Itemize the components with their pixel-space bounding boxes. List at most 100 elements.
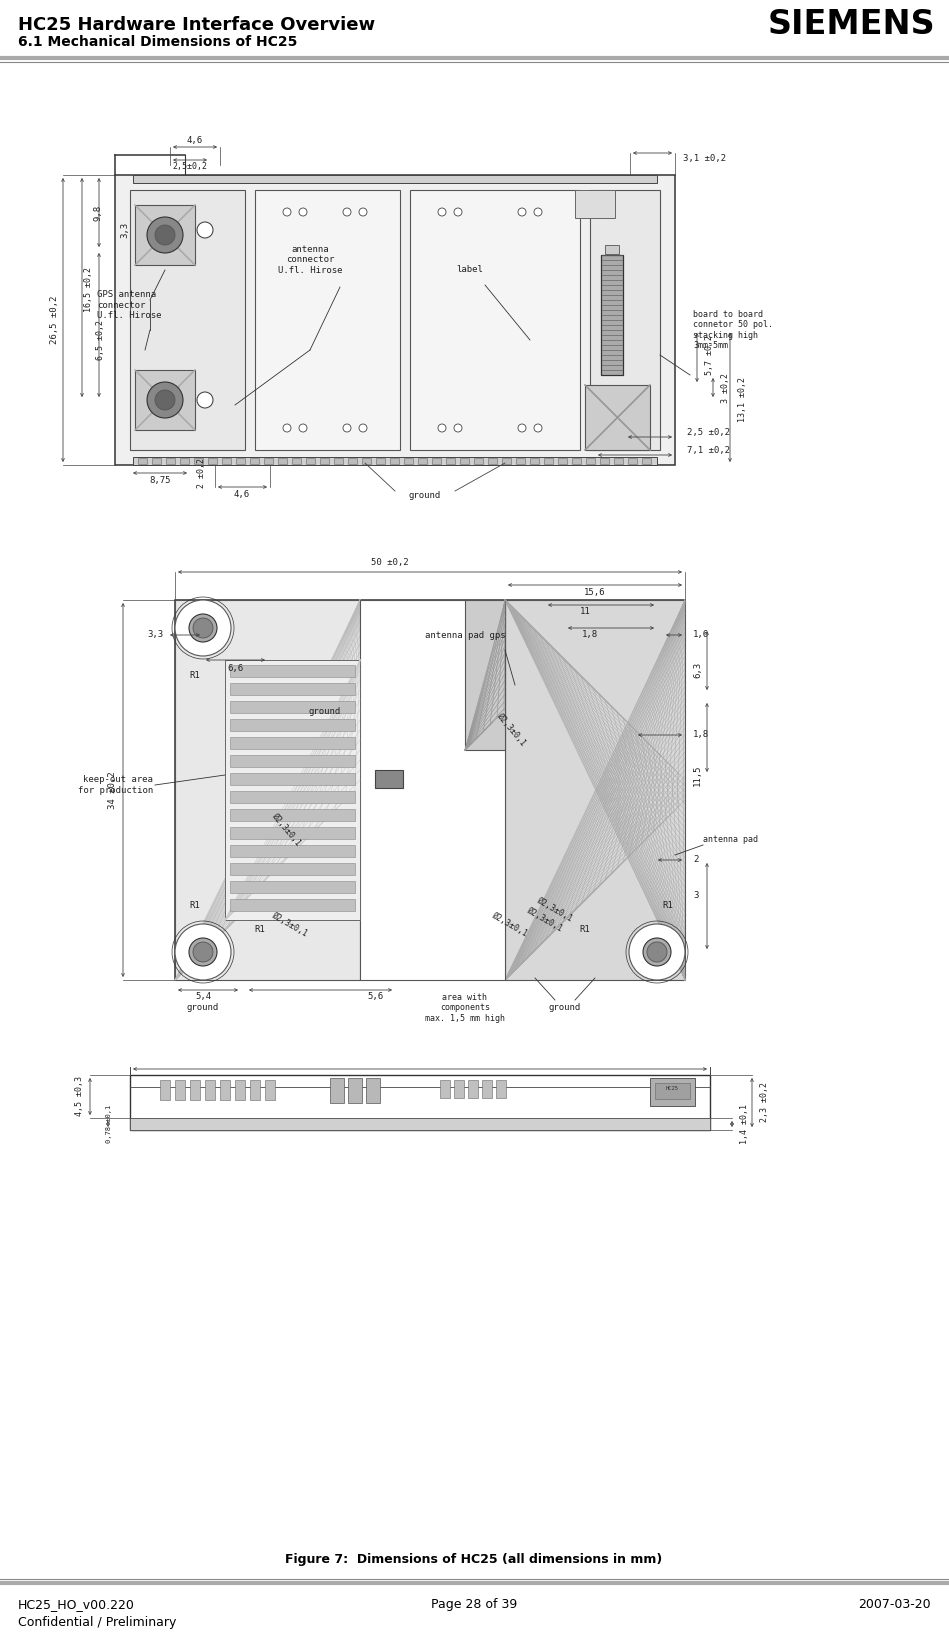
Bar	[130, 190, 245, 451]
Bar	[575, 190, 615, 218]
Bar	[130, 1118, 710, 1129]
Text: keep-out area
for production: keep-out area for production	[78, 775, 153, 795]
Text: GPS antenna
connector
U.fl. Hirose: GPS antenna connector U.fl. Hirose	[97, 290, 161, 320]
Text: ground: ground	[308, 708, 341, 716]
Circle shape	[193, 618, 213, 638]
Bar	[628, 457, 637, 464]
Bar	[454, 1080, 464, 1098]
Text: 1,4 ±0,1: 1,4 ±0,1	[740, 1105, 749, 1144]
Bar	[265, 1080, 275, 1100]
Bar	[175, 600, 360, 980]
Circle shape	[534, 208, 542, 216]
Circle shape	[283, 208, 291, 216]
Circle shape	[629, 924, 685, 980]
Text: 5,6: 5,6	[367, 992, 383, 1000]
Text: antenna pad: antenna pad	[703, 836, 758, 844]
Bar	[230, 792, 355, 803]
Bar	[222, 457, 231, 464]
Bar	[505, 600, 685, 980]
Bar	[230, 810, 355, 821]
Text: HC25_HO_v00.220: HC25_HO_v00.220	[18, 1598, 135, 1611]
Circle shape	[175, 600, 231, 656]
Text: 13,1 ±0,2: 13,1 ±0,2	[738, 377, 747, 423]
Bar	[404, 457, 413, 464]
Bar	[496, 1080, 506, 1098]
Text: 4,6: 4,6	[187, 136, 203, 144]
Bar	[292, 457, 301, 464]
Bar	[390, 457, 399, 464]
Text: 3,1 ±0,2: 3,1 ±0,2	[683, 154, 726, 164]
Bar	[468, 1080, 478, 1098]
Bar	[278, 457, 287, 464]
Text: 6,3: 6,3	[693, 662, 702, 679]
Bar	[230, 683, 355, 695]
Text: area with
components
max. 1,5 mm high: area with components max. 1,5 mm high	[425, 993, 505, 1023]
Bar	[605, 244, 619, 254]
Bar	[465, 600, 505, 751]
Text: 3: 3	[693, 890, 698, 900]
Circle shape	[438, 425, 446, 433]
Text: SIEMENS: SIEMENS	[768, 8, 935, 41]
Circle shape	[155, 390, 175, 410]
Text: 0,78 ±0,1: 0,78 ±0,1	[106, 1105, 112, 1142]
Bar	[585, 385, 650, 451]
Bar	[138, 457, 147, 464]
Bar	[482, 1080, 492, 1098]
Text: 4,5 ±0,3: 4,5 ±0,3	[76, 1075, 84, 1116]
Text: 16,5 ±0,2: 16,5 ±0,2	[84, 267, 94, 313]
Bar	[180, 457, 189, 464]
Circle shape	[197, 392, 213, 408]
Circle shape	[189, 615, 217, 642]
Bar	[530, 457, 539, 464]
Bar	[230, 846, 355, 857]
Text: R1: R1	[254, 926, 266, 934]
Bar	[115, 175, 675, 465]
Text: R1: R1	[580, 926, 590, 934]
Bar	[175, 600, 685, 980]
Bar	[320, 457, 329, 464]
Text: ground: ground	[549, 1003, 581, 1013]
Bar	[208, 457, 217, 464]
Circle shape	[147, 216, 183, 252]
Circle shape	[175, 924, 231, 980]
Bar	[230, 828, 355, 839]
Text: 6,6: 6,6	[227, 664, 243, 672]
Bar	[190, 1080, 200, 1100]
Circle shape	[534, 425, 542, 433]
Bar	[194, 457, 203, 464]
Text: HC25 Hardware Interface Overview: HC25 Hardware Interface Overview	[18, 16, 375, 34]
Text: ground: ground	[409, 490, 441, 500]
Circle shape	[155, 225, 175, 244]
Bar	[334, 457, 343, 464]
Text: Ø2,3±0,1: Ø2,3±0,1	[525, 906, 564, 934]
Bar	[418, 457, 427, 464]
Circle shape	[299, 425, 307, 433]
Bar	[236, 457, 245, 464]
Text: 2,3 ±0,2: 2,3 ±0,2	[760, 1082, 769, 1123]
Text: 5,4: 5,4	[195, 992, 211, 1000]
Circle shape	[189, 938, 217, 965]
Bar	[135, 370, 195, 429]
Bar	[230, 665, 355, 677]
Bar	[220, 1080, 230, 1100]
Bar	[558, 457, 567, 464]
Bar	[306, 457, 315, 464]
Bar	[432, 457, 441, 464]
Circle shape	[193, 942, 213, 962]
Text: 2 ±0,2: 2 ±0,2	[197, 457, 206, 488]
Text: 3,3: 3,3	[147, 631, 163, 639]
Bar	[502, 457, 511, 464]
Circle shape	[299, 208, 307, 216]
Text: 6.1 Mechanical Dimensions of HC25: 6.1 Mechanical Dimensions of HC25	[18, 34, 297, 49]
Bar	[600, 457, 609, 464]
Bar	[362, 457, 371, 464]
Text: 5,7 ±0,2: 5,7 ±0,2	[705, 334, 714, 375]
Circle shape	[438, 208, 446, 216]
Circle shape	[643, 938, 671, 965]
Bar	[360, 600, 505, 980]
Text: Figure 7:  Dimensions of HC25 (all dimensions in mm): Figure 7: Dimensions of HC25 (all dimens…	[286, 1554, 662, 1565]
Bar	[440, 1080, 450, 1098]
Text: Ø2,3±0,1: Ø2,3±0,1	[270, 811, 303, 849]
Bar	[488, 457, 497, 464]
Bar	[255, 190, 400, 451]
